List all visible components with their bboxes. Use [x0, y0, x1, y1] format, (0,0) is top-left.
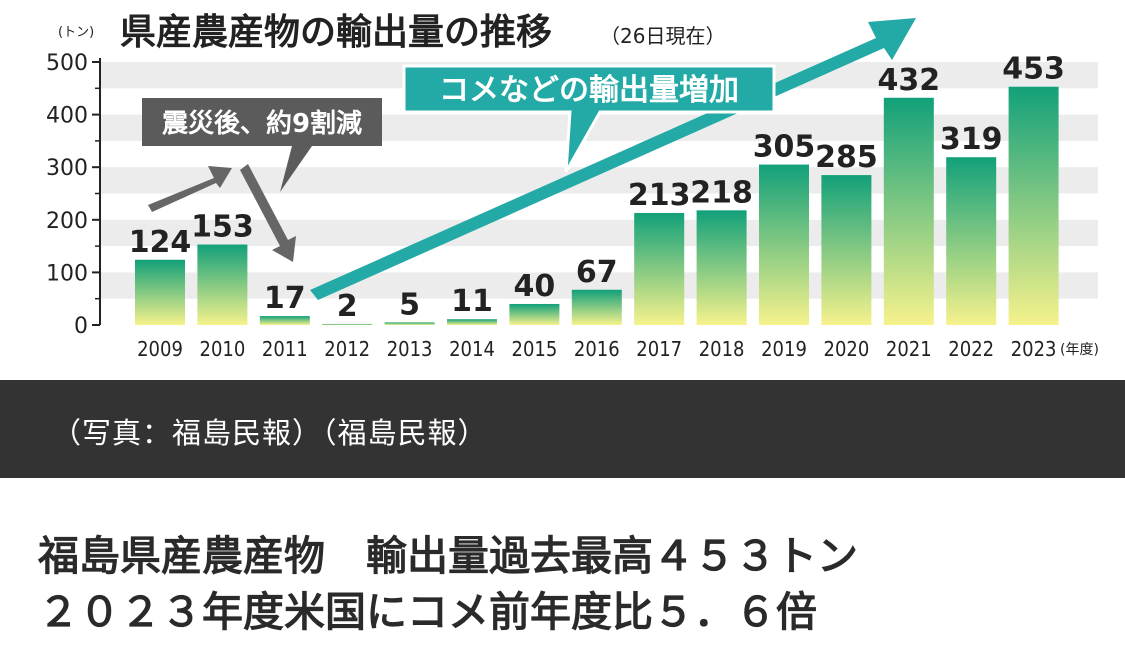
- y-tick-label: 400: [46, 104, 88, 129]
- rice-callout-text: コメなどの輸出量増加: [439, 73, 739, 108]
- x-tick-label: 2018: [699, 337, 745, 361]
- chart-subtitle: （26日現在）: [600, 24, 725, 48]
- bar-value-label: 11: [451, 284, 493, 319]
- bar-value-label: 218: [690, 175, 753, 210]
- bar: [696, 210, 747, 325]
- bar: [259, 316, 310, 325]
- x-tick-label: 2014: [449, 337, 495, 361]
- article-headline[interactable]: 福島県産農産物 輸出量過去最高４５３トン ２０２３年度米国にコメ前年度比５．６倍: [38, 528, 1098, 640]
- bar-value-label: 305: [753, 130, 816, 165]
- bar-value-label: 213: [628, 178, 691, 213]
- x-tick-label: 2015: [512, 337, 558, 361]
- y-tick-label: 0: [74, 314, 88, 339]
- bar-value-label: 285: [815, 140, 878, 175]
- bar: [447, 319, 497, 325]
- bar-value-label: 67: [576, 255, 618, 290]
- x-tick-label: 2019: [761, 337, 807, 361]
- earthquake-callout-box: [142, 98, 382, 192]
- rise-arrow: [148, 166, 232, 212]
- x-tick-label: 2016: [574, 337, 620, 361]
- chart-area: 震災後、約9割減 コメなどの輸出量増加 124 2009 153 2010 17 2011 2…: [46, 12, 1099, 361]
- bar: [1008, 86, 1059, 325]
- bar-value-label: 124: [129, 225, 192, 260]
- rice-callout-box: [402, 64, 776, 173]
- x-tick-label: 2023: [1011, 337, 1057, 361]
- bar: [135, 259, 185, 325]
- bar-value-label: 453: [1002, 52, 1065, 87]
- headline-line-2: ２０２３年度米国にコメ前年度比５．６倍: [38, 588, 817, 636]
- headline-line-1: 福島県産農産物 輸出量過去最高４５３トン: [38, 532, 858, 580]
- bar-value-label: 153: [191, 210, 254, 245]
- bar-value-label: 5: [399, 287, 420, 322]
- bar: [634, 212, 685, 325]
- bar: [197, 244, 248, 325]
- bar-value-label: 319: [940, 122, 1003, 157]
- bar-value-label: 432: [877, 63, 940, 98]
- x-tick-label: 2021: [886, 337, 932, 361]
- photo-caption-bar: （写真：福島民報）（福島民報）: [0, 380, 1125, 478]
- x-axis-unit: (年度): [1060, 342, 1099, 358]
- x-tick-label: 2012: [324, 337, 370, 361]
- bar: [883, 97, 934, 325]
- drop-arrow: [240, 164, 296, 262]
- y-axis-unit: (トン): [58, 25, 94, 40]
- y-tick-label: 300: [46, 156, 88, 181]
- x-tick-label: 2022: [948, 337, 994, 361]
- x-tick-label: 2009: [137, 337, 183, 361]
- bar-value-label: 2: [337, 289, 358, 324]
- y-tick-label: 500: [46, 51, 88, 76]
- bar: [759, 164, 809, 325]
- bar: [946, 157, 997, 325]
- y-tick-label: 100: [46, 261, 88, 286]
- x-tick-label: 2010: [200, 337, 246, 361]
- bar-value-label: 40: [514, 269, 556, 304]
- bar: [571, 289, 622, 325]
- bar: [322, 323, 373, 325]
- x-tick-label: 2020: [824, 337, 870, 361]
- x-tick-label: 2011: [262, 337, 308, 361]
- y-tick-label: 200: [46, 209, 88, 234]
- earthquake-callout-text: 震災後、約9割減: [162, 108, 362, 139]
- photo-caption: （写真：福島民報）（福島民報）: [52, 416, 488, 450]
- x-tick-label: 2017: [636, 337, 682, 361]
- chart-title: 県産農産物の輸出量の推移: [120, 12, 552, 53]
- bar: [509, 303, 560, 325]
- bar-value-label: 17: [264, 281, 306, 316]
- bar: [384, 322, 435, 325]
- bar: [821, 175, 872, 325]
- x-tick-label: 2013: [387, 337, 433, 361]
